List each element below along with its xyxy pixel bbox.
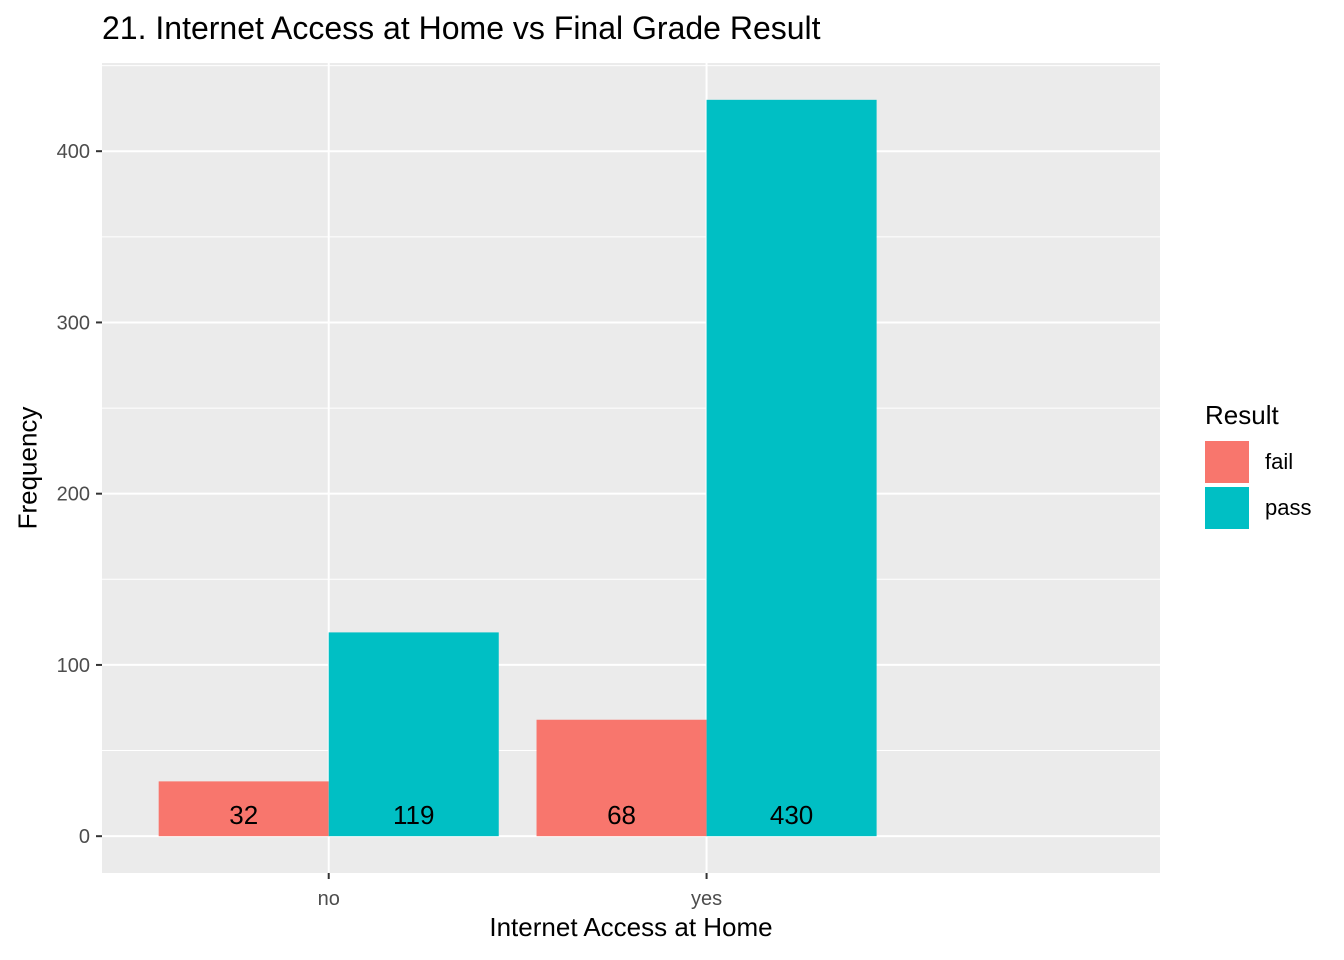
bar-pass-yes [706,99,877,837]
y-tick-label: 100 [57,655,90,677]
bar-fail-no [158,781,329,837]
legend-title: Result [1205,400,1279,430]
legend-key-pass [1205,487,1249,529]
y-tick-label: 400 [57,141,90,163]
bar-pass-no [328,632,499,837]
legend-label-pass: pass [1265,495,1312,520]
bar-fail-yes [536,719,707,837]
data-label-fail-no: 32 [229,800,258,830]
data-label-fail-yes: 68 [607,800,636,830]
legend-key-fail [1205,441,1249,483]
data-label-pass-yes: 430 [770,800,813,830]
chart-title: 21. Internet Access at Home vs Final Gra… [102,10,821,46]
legend: Result fail pass [1205,400,1311,531]
legend-label-fail: fail [1265,449,1294,474]
y-tick-label: 200 [57,484,90,506]
x-tick-label-no: no [318,888,340,910]
x-tick-label-yes: yes [691,888,722,910]
y-tick-label: 300 [57,312,90,334]
x-axis-label: Internet Access at Home [489,912,773,942]
legend-item-pass: pass [1205,485,1311,531]
y-axis-label: Frequency [12,406,43,530]
legend-item-fail: fail [1205,439,1311,485]
data-label-pass-no: 119 [393,800,434,830]
y-tick-label: 0 [79,826,90,848]
